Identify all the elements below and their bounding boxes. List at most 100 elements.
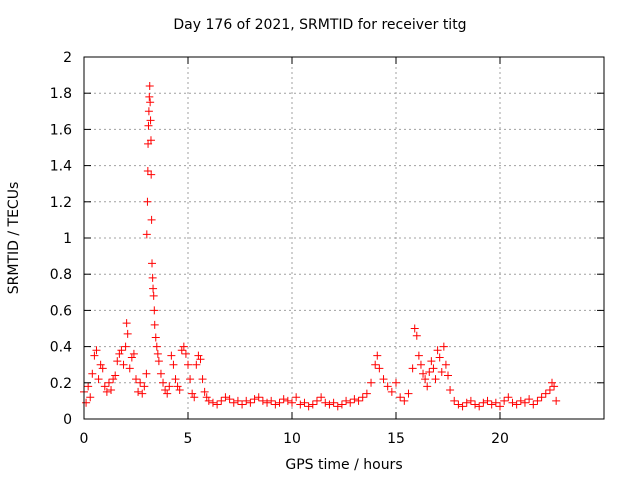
y-tick-label: 1.4: [50, 159, 72, 175]
data-point: [156, 369, 165, 378]
data-point: [304, 402, 313, 411]
data-point: [149, 284, 158, 293]
data-point: [321, 398, 330, 407]
data-point: [98, 364, 107, 373]
data-point: [471, 400, 480, 409]
data-point: [184, 360, 192, 369]
data-point: [435, 353, 444, 362]
data-point: [267, 396, 276, 405]
data-point: [414, 351, 423, 360]
data-point: [283, 396, 292, 405]
x-tick-label: 10: [283, 431, 301, 447]
data-point: [238, 400, 247, 409]
data-point: [146, 98, 155, 107]
data-point: [410, 324, 419, 333]
data-point: [102, 387, 111, 396]
data-point: [188, 389, 197, 398]
data-point: [346, 398, 355, 407]
data-point: [541, 389, 550, 398]
data-point: [504, 393, 513, 402]
data-point: [143, 167, 152, 176]
data-point: [520, 398, 529, 407]
data-point: [396, 393, 405, 402]
data-point: [148, 273, 157, 282]
data-point: [146, 116, 155, 125]
y-axis-label: SRMTID / TECUs: [6, 181, 22, 295]
chart-title: Day 176 of 2021, SRMTID for receiver tit…: [173, 17, 467, 33]
data-point: [167, 351, 176, 360]
data-point: [279, 395, 288, 404]
data-point: [96, 360, 105, 369]
data-point: [125, 364, 134, 373]
data-point: [208, 398, 217, 407]
data-point: [362, 389, 371, 398]
data-point: [115, 349, 124, 358]
data-point: [441, 360, 450, 369]
data-point: [90, 351, 99, 360]
data-point: [181, 349, 190, 358]
data-point: [496, 402, 504, 411]
data-point: [537, 393, 546, 402]
data-point: [221, 393, 230, 402]
data-point: [104, 378, 113, 387]
data-point: [450, 396, 459, 405]
data-point: [94, 375, 103, 384]
data-point: [308, 400, 317, 409]
data-point: [371, 360, 380, 369]
data-point: [500, 396, 509, 405]
data-point: [533, 396, 542, 405]
data-point: [192, 360, 201, 369]
x-axis-label: GPS time / hours: [285, 457, 403, 473]
data-point: [127, 353, 136, 362]
data-point: [233, 396, 242, 405]
data-point: [153, 349, 162, 358]
data-point: [159, 378, 168, 387]
x-tick-labels: 0 5 10 15 20: [80, 431, 509, 447]
data-point: [122, 319, 131, 328]
y-tick-label: 0.2: [50, 376, 72, 392]
data-point: [529, 400, 538, 409]
y-tick-label: 0.4: [50, 340, 72, 356]
data-point: [150, 320, 159, 329]
data-point: [169, 360, 178, 369]
x-tick-label: 0: [80, 431, 89, 447]
data-points: [80, 81, 561, 411]
data-point: [479, 398, 488, 407]
data-point: [145, 92, 154, 101]
data-point: [119, 360, 128, 369]
data-point: [173, 382, 182, 391]
data-point: [88, 369, 97, 378]
data-point: [186, 375, 195, 384]
data-point: [152, 342, 161, 351]
data-point: [444, 371, 452, 380]
data-point: [350, 395, 359, 404]
data-point: [111, 371, 120, 380]
data-point: [421, 375, 430, 384]
data-point: [296, 400, 305, 409]
data-point: [132, 375, 140, 384]
data-point: [429, 364, 438, 373]
data-point: [109, 375, 118, 384]
data-point: [408, 364, 417, 373]
data-point: [375, 364, 384, 373]
data-point: [312, 396, 321, 405]
data-point: [117, 346, 126, 355]
data-point: [525, 395, 534, 404]
y-tick-label: 0.6: [50, 303, 72, 319]
data-point: [383, 382, 392, 391]
data-point: [92, 346, 101, 355]
data-point: [483, 396, 492, 405]
data-point: [242, 396, 251, 405]
data-point: [250, 395, 259, 404]
y-tick-label: 2: [63, 50, 72, 66]
data-point: [423, 382, 432, 391]
y-tick-label: 1.6: [50, 122, 72, 138]
data-point: [329, 398, 338, 407]
data-point: [229, 398, 238, 407]
data-point: [258, 396, 267, 405]
data-point: [416, 360, 425, 369]
data-point: [462, 398, 471, 407]
data-point: [145, 81, 154, 90]
data-point: [545, 386, 554, 395]
data-point: [433, 346, 442, 355]
